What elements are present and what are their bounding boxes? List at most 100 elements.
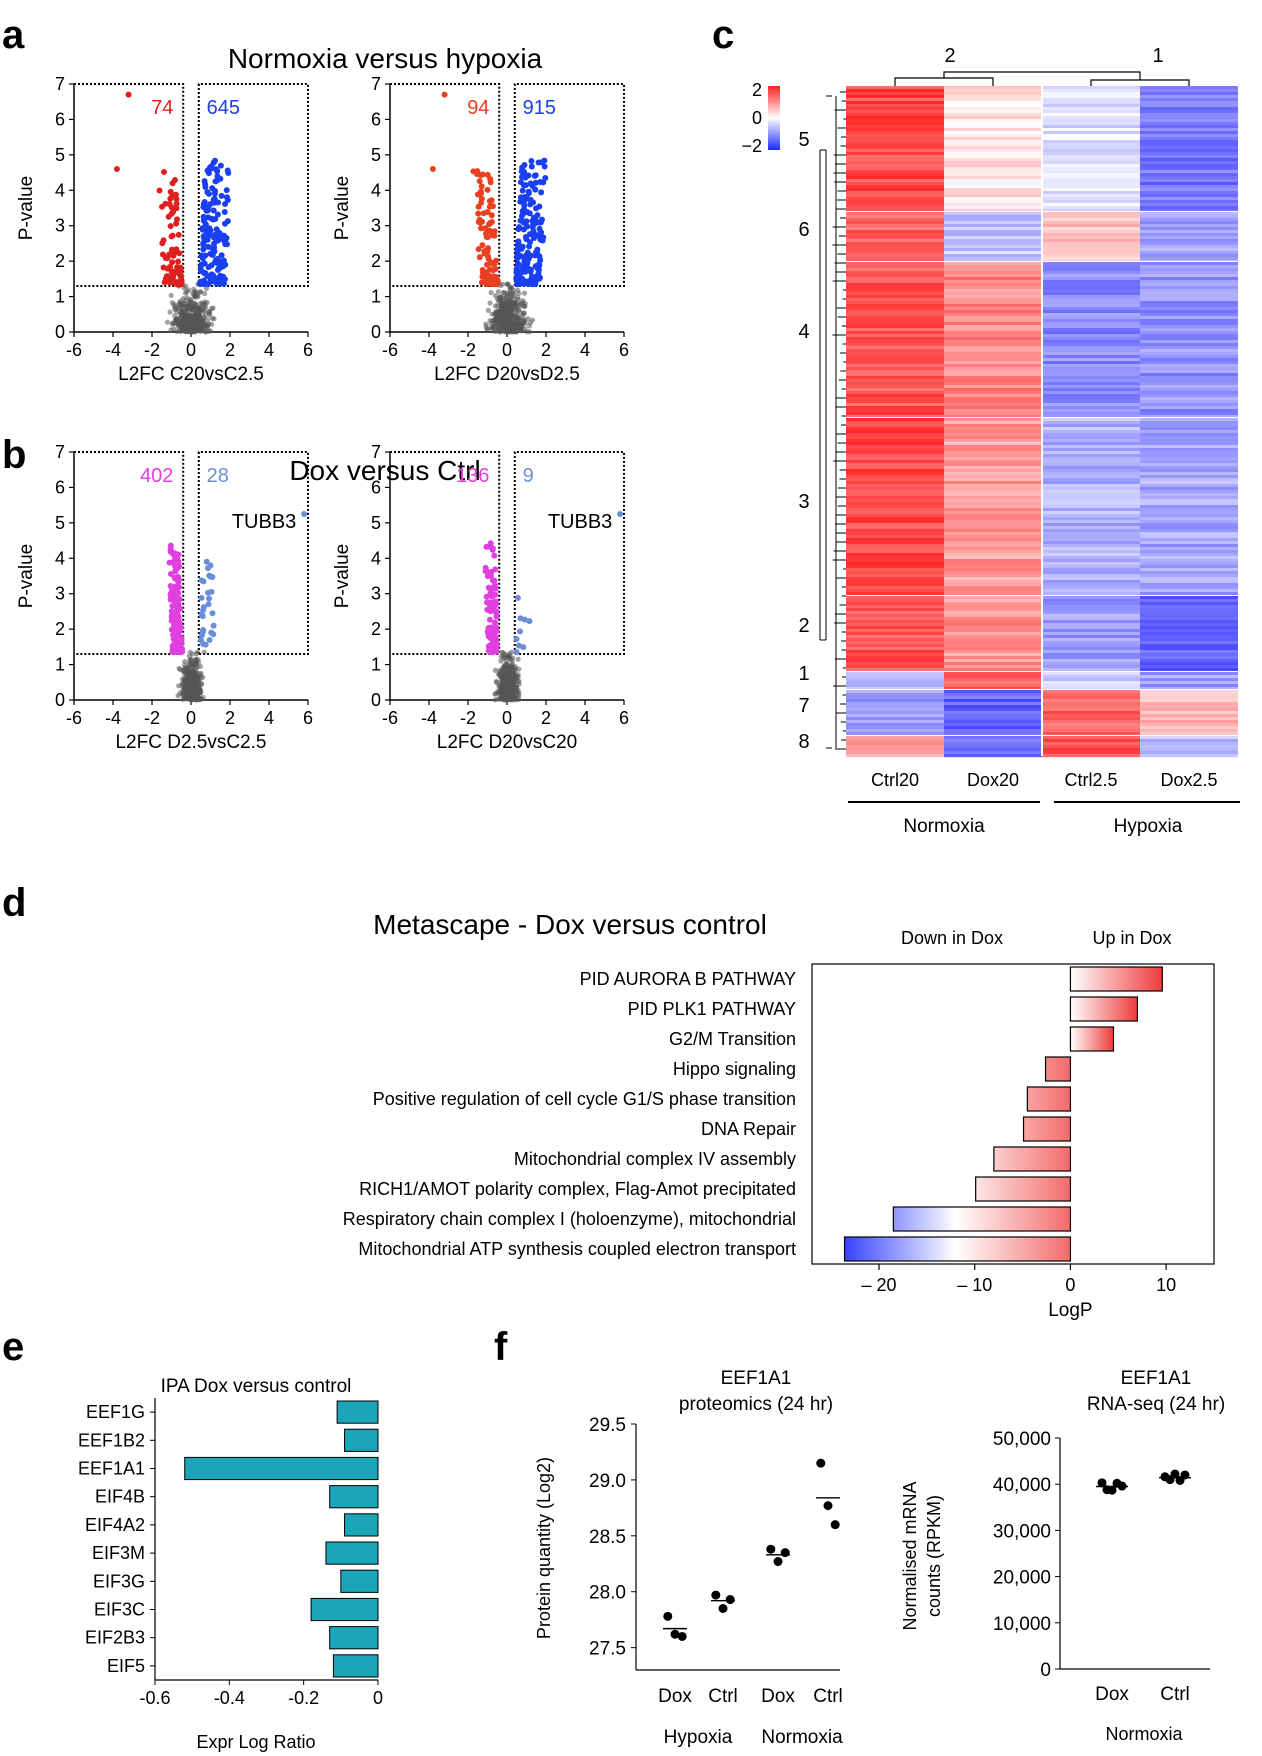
point-ns [196,670,202,676]
heatmap-cell [944,424,1042,428]
point-ns [503,683,510,689]
heatmap-cell [944,271,1042,275]
heatmap-cell [944,89,1042,93]
point-up [534,246,541,253]
heatmap-cell [944,445,1042,449]
heatmap-cell [1042,499,1140,503]
heatmap-cell [1042,185,1140,189]
y-tick-label: 2 [371,619,381,639]
gene-label: EIF3M [92,1543,145,1563]
heatmap-cell [846,742,944,746]
point-ns [211,316,217,322]
heatmap-cell [846,562,944,566]
heatmap-cell [944,134,1042,138]
heatmap-cell [1042,739,1140,743]
heatmap-cell [846,535,944,539]
heatmap-cell [1042,418,1140,422]
heatmap-cell [944,751,1042,755]
point-up [518,212,525,219]
heatmap-cell [846,152,944,156]
heatmap-cell [1140,556,1238,560]
heatmap-cell [846,140,944,144]
term-label: DNA Repair [701,1119,796,1139]
point-ns [501,301,507,307]
heatmap-cell [1140,388,1238,392]
point-ns [180,296,186,302]
point-ns [188,299,195,305]
point-down [113,166,120,173]
point-ns [201,290,208,297]
x-tick-label: 2 [225,708,235,728]
heatmap-cell [1140,647,1238,651]
point-ns [492,293,499,299]
heatmap-cell [846,687,944,691]
heatmap-cell [1140,289,1238,293]
heatmap-cell [846,262,944,266]
heatmap-cell [944,403,1042,407]
heatmap-cell [846,101,944,105]
heatmap-cell [1042,614,1140,618]
heatmap-cell [1140,331,1238,335]
heatmap-cell [944,463,1042,467]
point-down [492,624,499,631]
proteomics-title-1: EEF1A1 [721,1368,792,1389]
point-up [538,189,545,196]
heatmap-cell [1042,717,1140,721]
heatmap-cell [1140,224,1238,228]
point-ns [507,693,514,699]
x-tick-label: – 20 [861,1275,896,1295]
heatmap-cell [1140,596,1238,600]
heatmap-cell [1140,230,1238,234]
heatmap-cell [1140,472,1238,476]
heatmap-cell [1140,301,1238,305]
heatmap-cell [944,334,1042,338]
point-ns [494,312,500,318]
point-up [518,243,525,250]
heatmap-cell [1140,113,1238,117]
heatmap-cell [944,430,1042,434]
heatmap-cell [1042,352,1140,356]
heatmap-cell [846,364,944,368]
heatmap-cell [1042,182,1140,186]
heatmap-cell [1140,605,1238,609]
heatmap-cell [1042,714,1140,718]
point-up [211,157,218,164]
point-ns [507,666,513,673]
heatmap-cell [944,146,1042,150]
heatmap-cell [1140,526,1238,530]
heatmap-cell [944,448,1042,452]
heatmap-cell [1042,571,1140,575]
bar [329,1485,379,1509]
heatmap-cell [846,382,944,386]
point-down [171,250,178,257]
x-category-label: Ctrl [813,1686,843,1707]
heatmap-cell [1042,346,1140,350]
heatmap-cell [846,599,944,603]
heatmap-cell [846,310,944,314]
heatmap-cell [1042,95,1140,99]
heatmap-cell [1140,723,1238,727]
heatmap-cell [1140,659,1238,663]
heatmap-cell [944,608,1042,612]
heatmap-cell [1042,334,1140,338]
term-label: Hippo signaling [673,1059,796,1079]
heatmap-cell [944,248,1042,252]
heatmap-cell [846,209,944,213]
heatmap-cell [846,388,944,392]
heatmap-cell [1042,113,1140,117]
point-up [211,248,218,255]
heatmap-cell [1042,421,1140,425]
heatmap-cell [1140,541,1238,545]
heatmap-cell [1042,684,1140,688]
point-ns [510,678,516,684]
point-ns [509,305,515,312]
heatmap-cell [944,665,1042,669]
heatmap-cell [1042,508,1140,512]
heatmap-cell [846,662,944,666]
heatmap-cell [1140,687,1238,691]
bar [843,1236,1072,1262]
y-axis-title: P-value [16,544,37,608]
point-ns [181,662,188,668]
point-down [169,232,176,239]
heatmap-cell [944,191,1042,195]
